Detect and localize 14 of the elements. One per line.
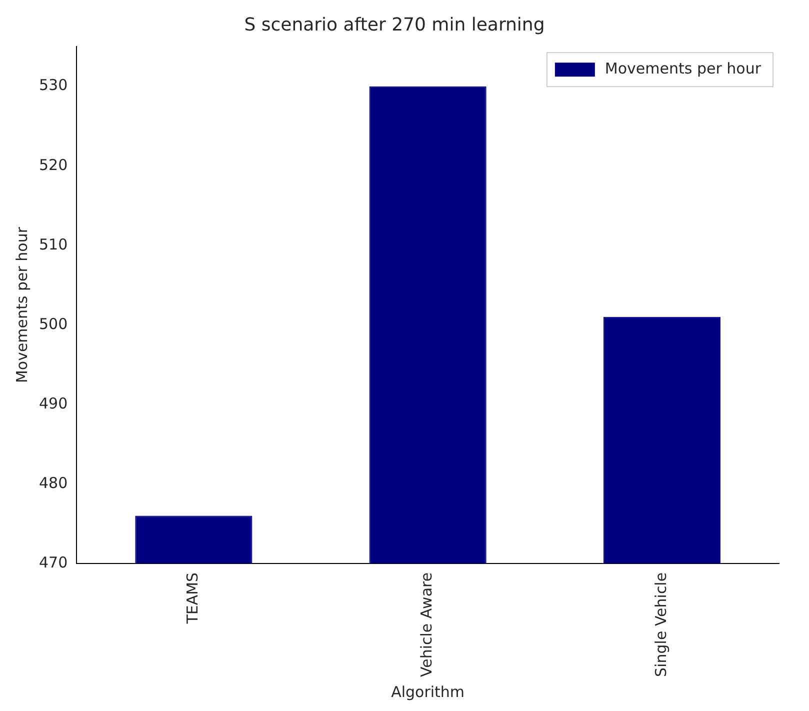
y-tick-label: 510 (38, 235, 68, 254)
x-tick-label: Vehicle Aware (418, 572, 436, 678)
y-tick-label: 490 (38, 394, 68, 412)
chart-title: S scenario after 270 min learning (244, 14, 545, 36)
x-tick-label: Single Vehicle (652, 572, 670, 677)
y-tick-label: 480 (38, 474, 68, 492)
x-tick-label: TEAMS (184, 572, 202, 625)
legend-label: Movements per hour (604, 59, 762, 78)
y-tick-label: 530 (38, 76, 68, 94)
y-tick-label: 470 (38, 553, 68, 572)
y-tick-label: 500 (38, 314, 68, 333)
x-axis-title: Algorithm (391, 682, 465, 701)
y-axis-title: Movements per hour (12, 226, 31, 384)
y-tick-label: 520 (38, 156, 68, 174)
